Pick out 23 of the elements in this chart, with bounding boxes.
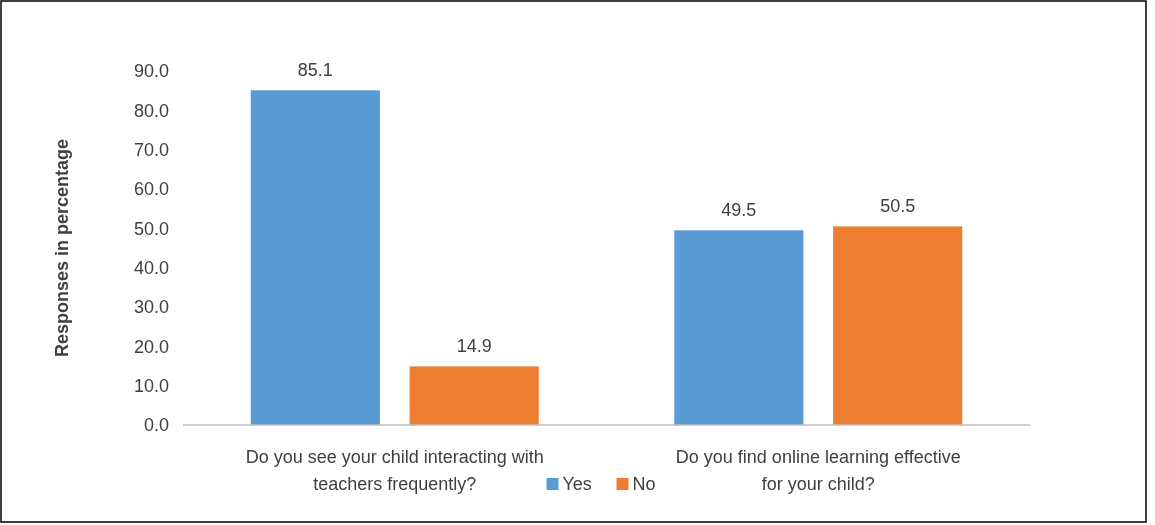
- y-axis-title: Responses in percentage: [52, 138, 72, 358]
- y-tick-label: 90.0: [133, 61, 169, 82]
- data-label: 50.5: [880, 196, 916, 217]
- bar: [674, 230, 804, 425]
- bar: [250, 90, 380, 425]
- y-tick-label: 40.0: [133, 257, 169, 278]
- legend-label: No: [632, 474, 656, 494]
- y-tick-label: 80.0: [133, 100, 169, 121]
- y-tick-label: 60.0: [133, 179, 169, 200]
- bar: [409, 366, 539, 425]
- y-tick-label: 10.0: [133, 375, 169, 396]
- data-label: 85.1: [297, 60, 333, 81]
- x-tick-label: Do you find online learning effective for your child?: [675, 447, 961, 494]
- y-tick-label: 70.0: [133, 139, 169, 160]
- y-tick-label: 0.0: [143, 415, 169, 436]
- data-label: 14.9: [456, 336, 492, 357]
- legend-label: Yes: [562, 474, 592, 494]
- data-label: 49.5: [721, 200, 757, 221]
- y-tick-label: 50.0: [133, 218, 169, 239]
- bar: [833, 226, 963, 425]
- y-tick-label: 20.0: [133, 336, 169, 357]
- x-tick-label: Do you see your child interacting with teachers frequently?: [245, 447, 544, 494]
- y-tick-label: 30.0: [133, 297, 169, 318]
